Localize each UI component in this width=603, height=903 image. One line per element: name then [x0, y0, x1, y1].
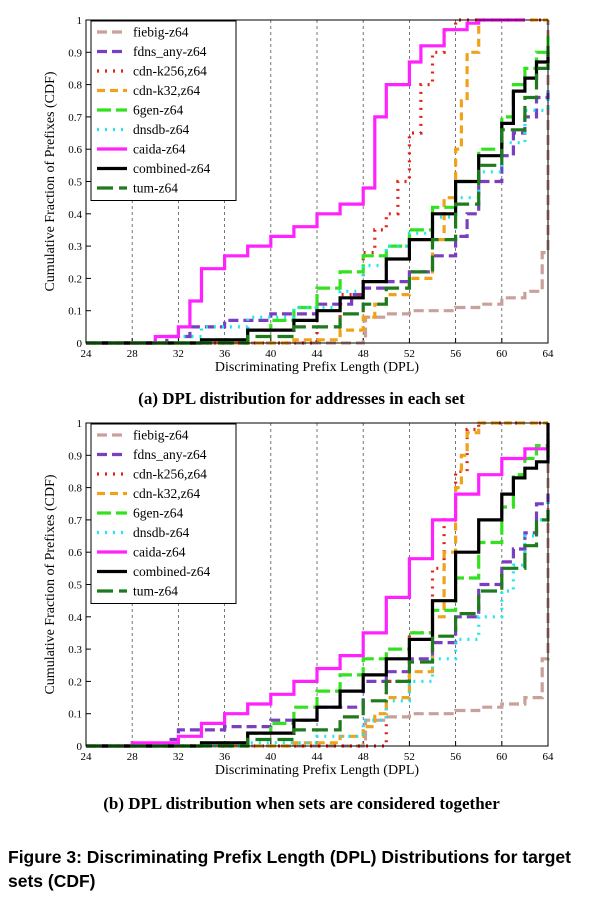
- b-ytick-label-0.5: 0.5: [68, 580, 82, 592]
- a-legend-label-tum: tum-z64: [133, 181, 178, 196]
- a-xtick-label-48: 48: [358, 348, 370, 360]
- a-series-cdn256: [86, 18, 548, 345]
- b-xtick-label-56: 56: [450, 751, 462, 763]
- a-ylabel: Cumulative Fraction of Prefixes (CDF): [43, 71, 58, 291]
- a-xlabel: Discriminating Prefix Length (DPL): [215, 360, 419, 375]
- a-xtick-label-64: 64: [543, 348, 555, 360]
- a-series-caida: [86, 18, 525, 345]
- b-ytick-label-0.7: 0.7: [68, 515, 82, 527]
- a-xtick-label-60: 60: [496, 348, 508, 360]
- a-xtick-label-24: 24: [81, 348, 93, 360]
- a-xtick-label-44: 44: [312, 348, 324, 360]
- b-xtick-label-48: 48: [358, 751, 370, 763]
- a-series-cdn32: [86, 18, 548, 345]
- a-xtick-label-40: 40: [265, 348, 277, 360]
- a-ytick-label-0.4: 0.4: [68, 209, 82, 221]
- a-ytick-label-0.2: 0.2: [68, 273, 82, 285]
- b-series-tum: [86, 503, 550, 748]
- b-legend-label-fdns: fdns_any-z64: [133, 447, 207, 462]
- a-xtick-label-52: 52: [404, 348, 415, 360]
- a-legend-label-cdn32: cdn-k32,z64: [133, 83, 200, 98]
- b-ytick-label-0: 0: [77, 741, 83, 753]
- b-ytick-label-0.6: 0.6: [68, 547, 82, 559]
- subtitle-a: (a) DPL distribution for addresses in ea…: [138, 389, 465, 408]
- subtitle-b: (b) DPL distribution when sets are consi…: [103, 794, 500, 813]
- a-legend-label-sixgen: 6gen-z64: [133, 103, 183, 118]
- b-ytick-label-0.2: 0.2: [68, 676, 82, 688]
- b-ytick-label-0.3: 0.3: [68, 644, 82, 656]
- a-ytick-label-0.5: 0.5: [68, 177, 82, 189]
- a-series-fdns: [86, 91, 550, 345]
- b-xlabel: Discriminating Prefix Length (DPL): [215, 763, 419, 778]
- b-ytick-label-0.1: 0.1: [68, 709, 82, 721]
- a-legend-label-caida: caida-z64: [133, 142, 186, 157]
- b-xtick-label-64: 64: [543, 751, 555, 763]
- a-ytick-label-0.3: 0.3: [68, 241, 82, 253]
- a-legend: fiebig-z64 fdns_any-z64 cdn-k256,z64 cdn-k3…: [90, 20, 237, 201]
- a-legend-label-fiebig: fiebig-z64: [133, 25, 189, 40]
- b-xtick-label-24: 24: [81, 751, 93, 763]
- b-plot-frame: [85, 422, 549, 747]
- a-xtick-label-36: 36: [219, 348, 231, 360]
- a-ytick-label-0: 0: [77, 338, 83, 350]
- a-xtick-label-56: 56: [450, 348, 462, 360]
- b-xtick-label-32: 32: [173, 751, 184, 763]
- a-plot-frame: [85, 19, 549, 344]
- a-series-tum: [86, 45, 550, 345]
- b-series-caida: [86, 442, 550, 748]
- b-ylabel: Cumulative Fraction of Prefixes (CDF): [43, 474, 58, 694]
- a-ytick-label-0.1: 0.1: [68, 306, 82, 318]
- a-ytick-label-1: 1: [77, 15, 83, 27]
- a-legend-label-combined: combined-z64: [133, 161, 210, 176]
- b-xtick-label-40: 40: [265, 751, 277, 763]
- b-ytick-label-0.8: 0.8: [68, 483, 82, 495]
- a-ytick-label-0.8: 0.8: [68, 80, 82, 92]
- b-xtick-label-44: 44: [312, 751, 324, 763]
- b-xtick-label-36: 36: [219, 751, 231, 763]
- b-legend-label-dnsdb: dnsdb-z64: [133, 525, 189, 540]
- a-ytick-label-0.9: 0.9: [68, 47, 82, 59]
- b-legend-label-fiebig: fiebig-z64: [133, 428, 189, 443]
- b-ytick-label-1: 1: [77, 418, 83, 430]
- b-ytick-label-0.9: 0.9: [68, 450, 82, 462]
- b-legend-label-tum: tum-z64: [133, 584, 178, 599]
- b-legend: fiebig-z64 fdns_any-z64 cdn-k256,z64 cdn-k3…: [90, 423, 237, 604]
- chart-a: 24 28 32 36 40 44 48 52 56 60 64 0 0.1 0.2 0.3 0.4 0.5 0.…: [43, 15, 555, 375]
- b-xtick-label-52: 52: [404, 751, 415, 763]
- a-xtick-label-32: 32: [173, 348, 184, 360]
- a-legend-label-cdn256: cdn-k256,z64: [133, 64, 207, 79]
- figure-caption: Figure 3: Discriminating Prefix Length (…: [8, 847, 571, 891]
- chart-b: 24 28 32 36 40 44 48 52 56 60 64 0 0.1 0.2 0.3 0.4 0.5 0.…: [43, 418, 555, 778]
- b-series-fiebig: [86, 423, 550, 748]
- b-xtick-label-60: 60: [496, 751, 508, 763]
- b-legend-label-sixgen: 6gen-z64: [133, 506, 183, 521]
- a-series-fiebig: [86, 20, 550, 345]
- a-legend-label-dnsdb: dnsdb-z64: [133, 122, 189, 137]
- a-ytick-label-0.6: 0.6: [68, 144, 82, 156]
- a-ytick-label-0.7: 0.7: [68, 112, 82, 124]
- b-legend-label-caida: caida-z64: [133, 545, 186, 560]
- b-legend-label-cdn256: cdn-k256,z64: [133, 467, 207, 482]
- a-xtick-label-28: 28: [127, 348, 139, 360]
- b-legend-label-cdn32: cdn-k32,z64: [133, 486, 200, 501]
- b-series-dnsdb: [86, 500, 550, 748]
- b-legend-label-combined: combined-z64: [133, 564, 210, 579]
- b-xtick-label-28: 28: [127, 751, 139, 763]
- a-legend-label-fdns: fdns_any-z64: [133, 44, 207, 59]
- b-ytick-label-0.4: 0.4: [68, 612, 82, 624]
